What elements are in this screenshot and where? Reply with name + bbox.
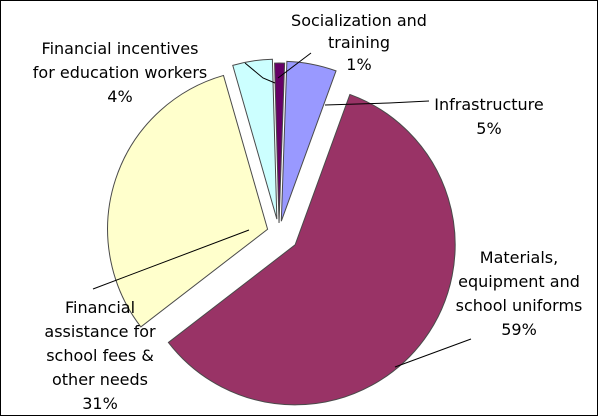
- slice-percent: 59%: [501, 320, 537, 339]
- slice-label-3: Financial assistance for school fees & othe…: [44, 298, 156, 413]
- slice-label-5: Socialization and training 1%: [291, 11, 427, 74]
- leader-line-3: [92, 229, 250, 290]
- slice-label-line: Infrastructure: [434, 95, 543, 114]
- slice-label-2: Materials, equipment and school uniforms 59…: [456, 248, 583, 339]
- slice-label-line: school fees &: [46, 346, 154, 365]
- pie-slice-4: [232, 58, 278, 220]
- slice-label-1: Infrastructure 5%: [434, 95, 543, 138]
- leader-line-1: [324, 100, 430, 106]
- slice-label-line: other needs: [52, 370, 148, 389]
- slice-label-line: Financial: [65, 298, 135, 317]
- slice-label-line: assistance for: [44, 322, 156, 341]
- slice-label-line: Financial incentives: [42, 39, 199, 58]
- leader-line-2: [394, 338, 472, 368]
- pie-slice-3: [107, 74, 269, 328]
- slice-label-line: school uniforms: [456, 296, 583, 315]
- slice-label-line: Socialization and: [291, 11, 427, 30]
- slice-percent: 5%: [476, 119, 501, 138]
- slice-label-4: Financial incentives for education worker…: [33, 39, 207, 106]
- slice-label-line: for education workers: [33, 63, 207, 82]
- leader-line-4: [244, 62, 276, 84]
- slice-label-line: Materials,: [480, 248, 558, 267]
- pie-slice-2: [167, 93, 456, 406]
- leader-line-5: [277, 52, 312, 79]
- slice-label-line: equipment and: [458, 272, 580, 291]
- slice-percent: 4%: [107, 87, 132, 106]
- slice-label-line: training: [328, 33, 390, 52]
- slice-percent: 31%: [82, 394, 118, 413]
- pie-slice-1: [280, 60, 337, 222]
- pie-slice-5: [274, 62, 286, 224]
- slice-percent: 1%: [346, 55, 371, 74]
